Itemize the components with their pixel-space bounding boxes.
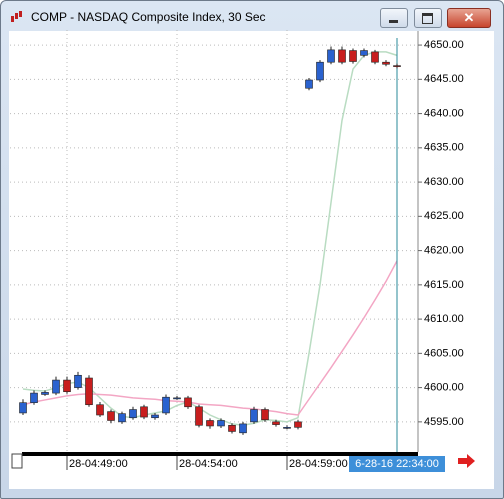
candle-body [30, 392, 38, 403]
candle-body [217, 420, 225, 427]
candle-body [63, 379, 71, 393]
candle-body [382, 61, 390, 65]
close-button[interactable]: ✕ [447, 8, 491, 28]
y-tick-label: 4605.00 [424, 347, 464, 359]
candle-body [151, 414, 159, 419]
scroll-right-arrow[interactable] [458, 454, 475, 468]
cursor-label: 6-28-16 22:34:00 [355, 458, 439, 470]
candle-body [239, 423, 247, 434]
candle-body [173, 397, 181, 400]
y-tick-label: 4610.00 [424, 313, 464, 325]
y-tick-label: 4630.00 [424, 176, 464, 188]
y-tick-label: 4625.00 [424, 210, 464, 222]
candle-body [250, 409, 258, 423]
candle-body [338, 49, 346, 63]
y-tick-label: 4620.00 [424, 244, 464, 256]
candle-body [305, 79, 313, 89]
y-tick-label: 4645.00 [424, 73, 464, 85]
candle-body [19, 402, 27, 414]
y-tick-label: 4650.00 [424, 39, 464, 51]
y-tick-label: 4595.00 [424, 416, 464, 428]
candle-body [316, 61, 324, 81]
window-title: COMP - NASDAQ Composite Index, 30 Sec [31, 10, 266, 24]
candle-body [272, 421, 280, 425]
x-tick-label: 28-04:49:00 [69, 458, 128, 470]
maximize-button[interactable] [414, 8, 442, 28]
y-tick-label: 4600.00 [424, 382, 464, 394]
candle-body [118, 413, 126, 423]
candle-body [349, 50, 357, 62]
candle-body [206, 420, 214, 427]
candle-body [74, 374, 82, 388]
x-tick-label: 28-04:54:00 [179, 458, 238, 470]
candle-body [140, 406, 148, 418]
app-icon [10, 11, 24, 23]
candle-body [261, 409, 269, 421]
candle-body [52, 379, 60, 394]
candle-body [294, 421, 302, 428]
candle-body [393, 65, 401, 67]
scroll-box[interactable] [11, 453, 23, 469]
candle-body [41, 392, 49, 395]
candle-body [96, 404, 104, 416]
candle-body [283, 427, 291, 429]
candle-body [360, 50, 368, 56]
y-tick-label: 4615.00 [424, 279, 464, 291]
y-tick-label: 4635.00 [424, 142, 464, 154]
candle-body [85, 377, 93, 406]
time-axis-bar [22, 452, 418, 456]
candle-body [162, 396, 170, 414]
candle-body [371, 51, 379, 63]
candle-body [107, 411, 115, 421]
candle-body [184, 397, 192, 408]
candle-body [129, 409, 137, 419]
minimize-button[interactable] [380, 8, 408, 28]
y-tick-label: 4640.00 [424, 107, 464, 119]
candle-body [327, 49, 335, 63]
candle-body [195, 406, 203, 426]
candle-body [228, 424, 236, 432]
x-tick-label: 28-04:59:00 [289, 458, 348, 470]
cursor-label-bg [349, 456, 445, 472]
